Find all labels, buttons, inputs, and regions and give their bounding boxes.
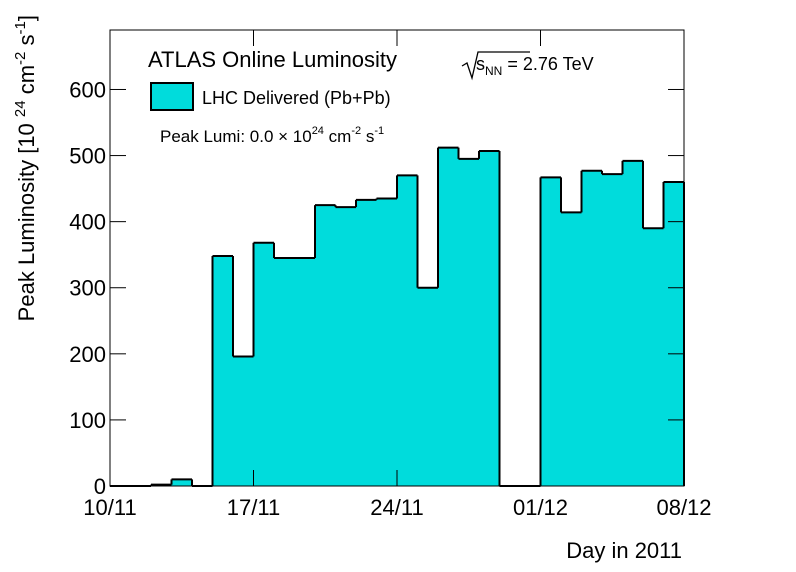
y-tick-label: 200 (69, 342, 106, 367)
y-tick-label: 500 (69, 144, 106, 169)
sqrt-symbol (461, 51, 530, 81)
y-axis-title: Peak Luminosity [10 24 cm-2 s-1] (12, 15, 39, 321)
peak-sup: -2 (351, 125, 361, 137)
y-tick-label: 0 (94, 474, 106, 499)
energy-value: = 2.76 TeV (502, 54, 593, 74)
x-tick-label: 01/12 (513, 495, 568, 520)
ylabel-text: s (14, 34, 39, 51)
peak-sup: -1 (374, 125, 384, 137)
histogram-bar (602, 174, 623, 486)
histogram-bar (171, 479, 192, 486)
histogram-bar (643, 228, 664, 486)
histogram-bar (458, 158, 479, 486)
legend-swatch (150, 82, 194, 111)
peak-text: Peak Lumi: 0.0 × 10 (160, 127, 312, 146)
histogram-bar (581, 170, 602, 487)
histogram-bar (315, 205, 336, 486)
histogram-bar (663, 182, 684, 486)
ylabel-text: Peak Luminosity [10 (14, 117, 39, 321)
histogram-bar (397, 175, 418, 487)
histogram-bar (376, 198, 397, 487)
x-tick-label: 17/11 (227, 495, 280, 520)
x-tick-label: 24/11 (370, 495, 423, 520)
y-tick-label: 600 (69, 77, 106, 102)
energy-s: s (476, 54, 485, 74)
histogram-bar (233, 356, 254, 486)
peak-lumi-label: Peak Lumi: 0.0 × 1024 cm-2 s-1 (160, 125, 384, 146)
energy-sub: NN (485, 64, 502, 78)
histogram-bar (540, 177, 561, 487)
y-tick-label: 400 (69, 210, 106, 235)
histogram-bar (479, 150, 500, 486)
peak-text: s (361, 127, 374, 146)
histogram-bar (212, 256, 233, 486)
ylabel-sup: 24 (12, 100, 29, 117)
histogram-bar (561, 212, 582, 486)
y-tick-label: 300 (69, 276, 106, 301)
histogram-bar (294, 258, 315, 486)
histogram-bar (274, 258, 295, 486)
ylabel-sup: -1 (12, 21, 29, 34)
histogram-bar (622, 160, 643, 486)
energy-label: sNN = 2.76 TeV (476, 54, 594, 78)
histogram-bar (253, 242, 274, 486)
peak-text: cm (324, 127, 351, 146)
histogram-bar (438, 147, 459, 487)
y-tick-label: 100 (69, 408, 106, 433)
histogram-bar (356, 199, 377, 486)
histogram-bar (417, 287, 438, 486)
legend-label: LHC Delivered (Pb+Pb) (202, 88, 391, 108)
peak-sup: 24 (312, 125, 324, 137)
x-tick-label: 08/12 (656, 495, 711, 520)
x-axis-title: Day in 2011 (566, 538, 682, 563)
ylabel-text: ] (14, 15, 39, 21)
ylabel-sup: -2 (12, 52, 29, 65)
chart-title: ATLAS Online Luminosity (148, 47, 397, 72)
histogram-bar (335, 207, 356, 486)
ylabel-text: cm (14, 65, 39, 100)
x-tick-label: 10/11 (83, 495, 136, 520)
